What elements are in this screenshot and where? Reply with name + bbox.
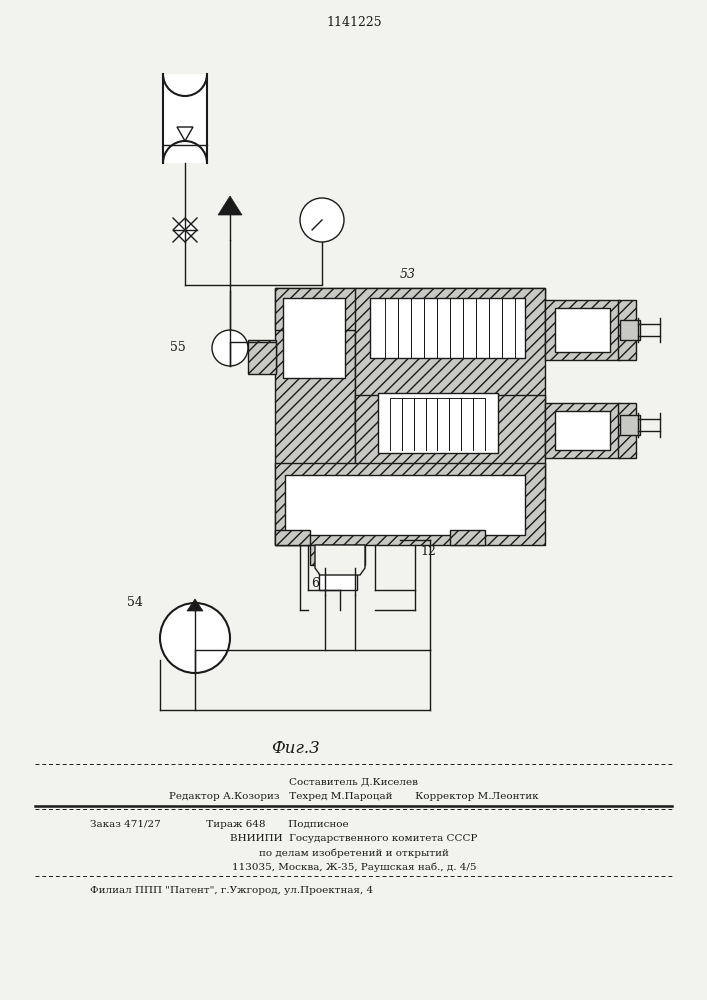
Circle shape — [212, 330, 248, 366]
Text: 55: 55 — [170, 341, 186, 354]
Bar — [275, 530, 310, 545]
Text: 6: 6 — [311, 577, 319, 590]
Text: Филиал ППП "Патент", г.Ужгород, ул.Проектная, 4: Филиал ППП "Патент", г.Ужгород, ул.Проек… — [90, 886, 373, 895]
Bar — [283, 298, 345, 378]
Bar — [370, 298, 525, 358]
Polygon shape — [315, 545, 365, 575]
Polygon shape — [218, 196, 242, 215]
Text: Фиг.3: Фиг.3 — [271, 740, 320, 757]
Bar — [378, 393, 498, 453]
Text: Заказ 471/27              Тираж 648       Подписное: Заказ 471/27 Тираж 648 Подписное — [90, 820, 349, 829]
Bar — [545, 300, 620, 360]
Bar — [319, 565, 357, 590]
Bar — [545, 403, 620, 458]
Bar — [163, 74, 207, 163]
Text: 53: 53 — [400, 268, 416, 281]
Bar — [555, 411, 610, 450]
Bar — [450, 530, 485, 545]
Bar — [275, 288, 355, 545]
Bar — [275, 463, 545, 545]
Bar — [620, 415, 640, 435]
Bar — [620, 320, 640, 340]
Polygon shape — [173, 218, 197, 242]
Bar — [248, 340, 276, 374]
Text: 113035, Москва, Ж-35, Раушская наб., д. 4/5: 113035, Москва, Ж-35, Раушская наб., д. … — [232, 862, 477, 871]
Text: ВНИИПИ  Государственного комитета СССР: ВНИИПИ Государственного комитета СССР — [230, 834, 478, 843]
Bar — [618, 300, 636, 360]
Bar — [555, 308, 610, 352]
Bar — [355, 395, 545, 490]
Bar — [256, 342, 276, 372]
Polygon shape — [187, 599, 203, 611]
Bar — [310, 545, 365, 565]
Text: 12: 12 — [420, 545, 436, 558]
Bar — [285, 475, 525, 535]
Text: Составитель Д.Киселев: Составитель Д.Киселев — [289, 778, 419, 787]
Text: 1141225: 1141225 — [326, 15, 382, 28]
Bar — [618, 403, 636, 458]
Circle shape — [160, 603, 230, 673]
Text: 54: 54 — [127, 596, 143, 609]
Text: по делам изобретений и открытий: по делам изобретений и открытий — [259, 848, 449, 857]
Text: Редактор А.Козориз   Техред М.Пароцай       Корректор М.Леонтик: Редактор А.Козориз Техред М.Пароцай Корр… — [169, 792, 539, 801]
Bar — [355, 288, 545, 435]
Circle shape — [300, 198, 344, 242]
Bar — [275, 288, 545, 330]
